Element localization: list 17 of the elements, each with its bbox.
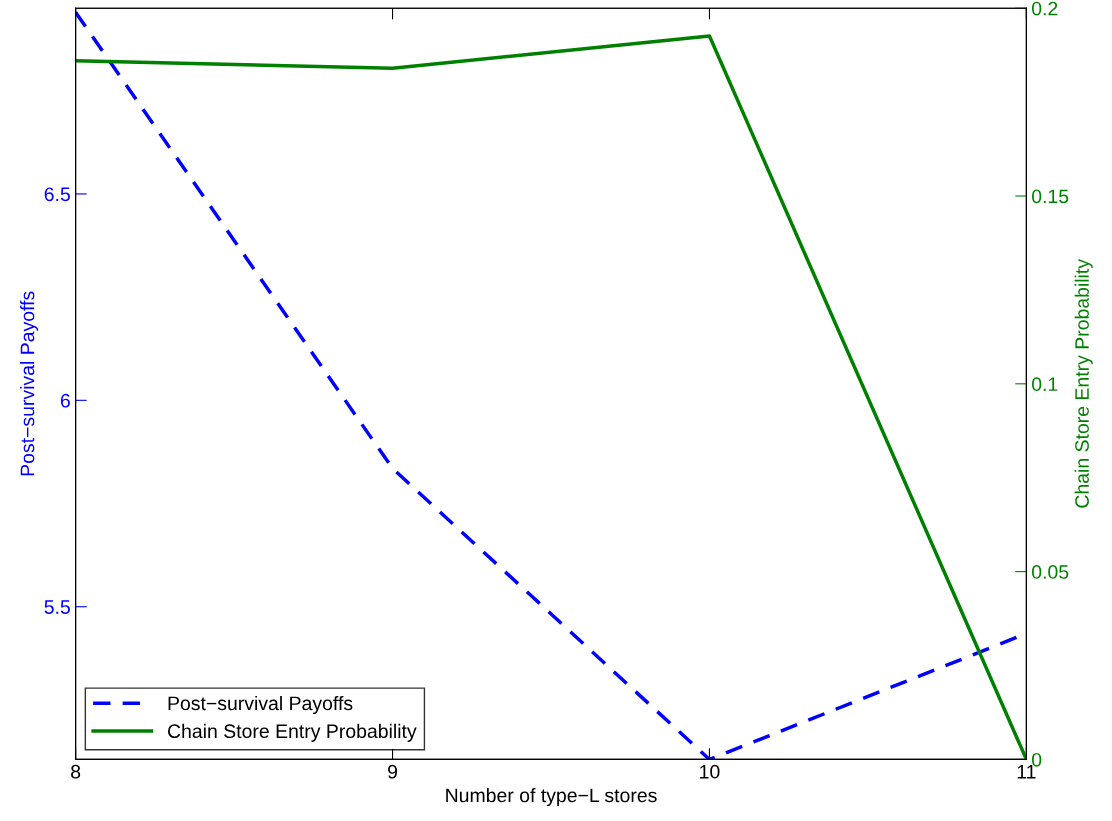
y2-axis-title: Chain Store Entry Probability <box>1074 259 1093 508</box>
y2-tick-label: 0.2 <box>1032 1 1058 16</box>
x-tick-label: 11 <box>1017 765 1036 779</box>
y-tick-label: 6 <box>60 393 70 408</box>
y2-tick-label: 0.15 <box>1032 189 1069 204</box>
x-tick-label: 8 <box>71 764 81 779</box>
y2-tick-label: 0.05 <box>1032 565 1069 579</box>
y2-tick-label: 0.1 <box>1032 377 1058 392</box>
legend-label: Chain Store Entry Probability <box>167 723 417 742</box>
x-tick-label: 10 <box>700 764 720 779</box>
x-axis-title: Number of type−L stores <box>446 787 657 807</box>
y-tick-label: 6.5 <box>44 187 70 202</box>
y-axis-title: Post−survival Payoffs <box>20 291 39 476</box>
legend-label: Post−survival Payoffs <box>168 695 353 715</box>
y2-tick-label: 0 <box>1032 752 1042 767</box>
x-tick-label: 9 <box>388 764 398 779</box>
y-tick-label: 5.5 <box>44 600 70 614</box>
